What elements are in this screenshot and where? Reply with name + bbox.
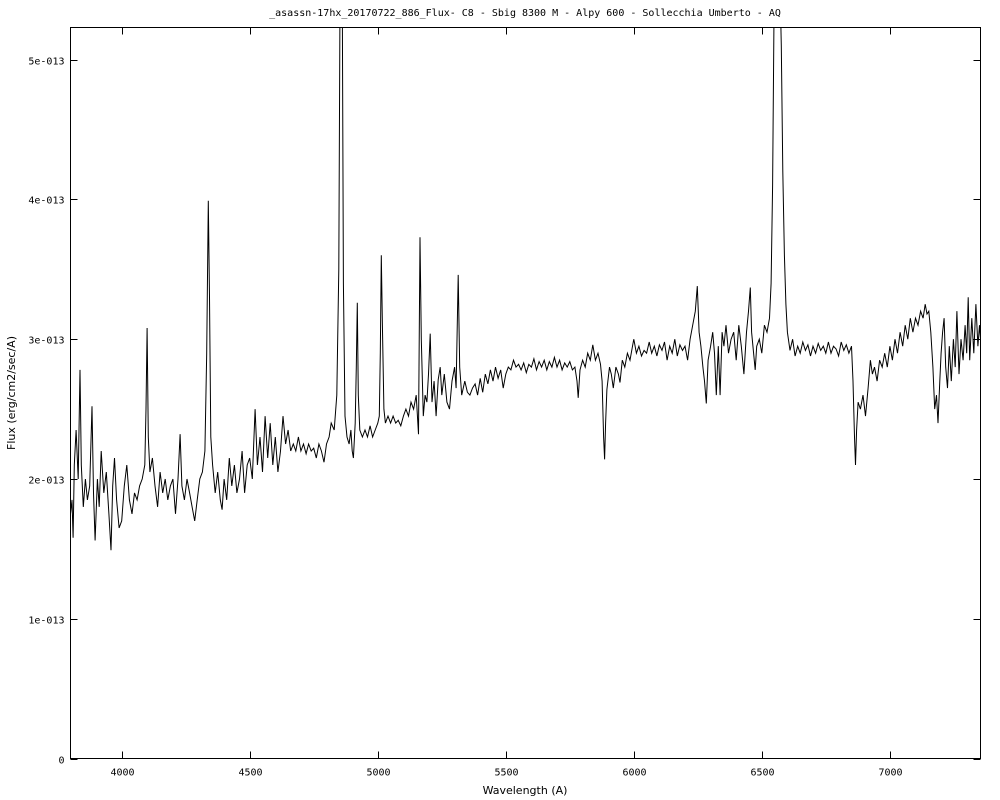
x-tick-label: 5000: [366, 768, 390, 779]
y-tick-label: 0: [58, 756, 64, 767]
spectrum-line: [70, 27, 981, 551]
y-axis: 0 1e-013 2e-013 3e-013 4e-013 5e-013: [28, 57, 981, 767]
y-tick-label: 3e-013: [28, 336, 64, 347]
x-tick-label: 5500: [494, 768, 518, 779]
x-tick-label: 4500: [238, 768, 262, 779]
y-axis-label: Flux (erg/cm2/sec/A): [5, 336, 18, 450]
x-axis: 4000 4500 5000 5500 6000 6500 7000: [110, 27, 903, 779]
y-tick-label: 1e-013: [28, 616, 64, 627]
x-tick-label: 4000: [110, 768, 134, 779]
plot-frame: [70, 27, 981, 759]
x-tick-label: 6000: [622, 768, 646, 779]
y-tick-label: 5e-013: [28, 57, 64, 68]
x-tick-label: 7000: [878, 768, 902, 779]
y-tick-label: 4e-013: [28, 196, 64, 207]
chart-title: _asassn-17hx_20170722_886_Flux- C8 - Sbi…: [269, 8, 781, 19]
x-axis-label: Wavelength (A): [483, 784, 568, 797]
y-tick-label: 2e-013: [28, 476, 64, 487]
x-tick-label: 6500: [750, 768, 774, 779]
